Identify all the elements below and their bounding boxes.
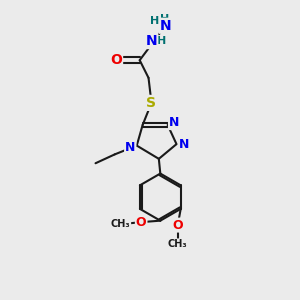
Text: N: N xyxy=(146,34,157,48)
Text: O: O xyxy=(110,53,122,67)
Text: N: N xyxy=(169,116,179,129)
Text: S: S xyxy=(146,96,157,110)
Text: O: O xyxy=(172,219,183,232)
Text: H: H xyxy=(160,14,169,24)
Text: CH₃: CH₃ xyxy=(111,219,130,229)
Text: O: O xyxy=(136,216,146,229)
Text: CH₃: CH₃ xyxy=(168,239,188,249)
Text: N: N xyxy=(125,141,136,154)
Text: H: H xyxy=(157,36,166,46)
Text: N: N xyxy=(160,19,171,33)
Text: N: N xyxy=(179,138,189,151)
Text: H: H xyxy=(150,16,159,26)
